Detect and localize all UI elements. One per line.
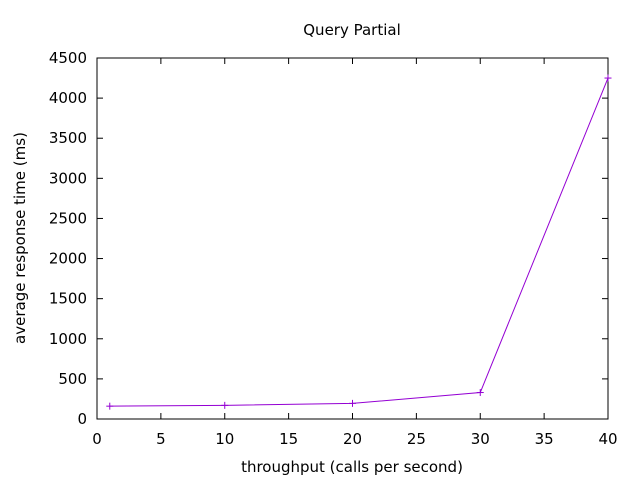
x-axis: 0 5 10 15 20 25 30 35 40 <box>92 58 618 448</box>
y-tick-label: 0 <box>77 410 87 428</box>
y-tick-label: 500 <box>58 370 87 388</box>
y-tick-label: 2500 <box>49 209 87 227</box>
x-tick-label: 20 <box>343 430 362 448</box>
y-axis: 0 500 1000 1500 2000 2500 3000 3500 4000 4500 <box>49 49 608 428</box>
y-axis-label: average response time (ms) <box>11 132 29 344</box>
data-point <box>604 74 612 82</box>
y-tick-label: 3000 <box>49 169 87 187</box>
y-tick-label: 4500 <box>49 49 87 67</box>
plot-frame <box>96 57 609 420</box>
x-tick-label: 15 <box>279 430 298 448</box>
x-tick-label: 5 <box>156 430 166 448</box>
y-tick-label: 1500 <box>49 290 87 308</box>
data-point <box>221 401 229 409</box>
x-tick-label: 0 <box>92 430 102 448</box>
x-tick-label: 25 <box>407 430 426 448</box>
data-point <box>106 402 114 410</box>
chart-title: Query Partial <box>303 21 401 39</box>
x-tick-label: 10 <box>215 430 234 448</box>
x-tick-label: 35 <box>535 430 554 448</box>
series-line <box>109 77 609 407</box>
data-point <box>476 389 484 397</box>
y-tick-label: 4000 <box>49 89 87 107</box>
x-tick-label: 30 <box>471 430 490 448</box>
x-tick-label: 40 <box>598 430 617 448</box>
data-point <box>349 399 356 407</box>
series-layer <box>106 74 612 410</box>
x-axis-label: throughput (calls per second) <box>241 458 463 476</box>
y-tick-label: 3500 <box>49 129 87 147</box>
y-tick-label: 2000 <box>49 250 87 268</box>
y-tick-label: 1000 <box>49 330 87 348</box>
